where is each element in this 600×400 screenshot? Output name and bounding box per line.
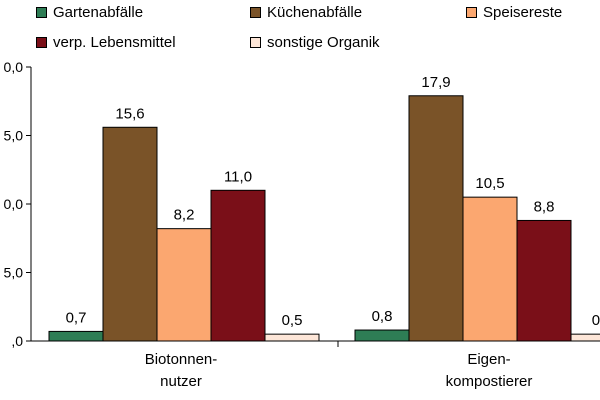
legend-swatch (250, 7, 261, 18)
legend-item: sonstige Organik (250, 34, 380, 51)
legend-item: Speisereste (466, 4, 562, 21)
y-tick-label: 5,0 (4, 128, 24, 144)
category-label: Biotonnen- (145, 351, 218, 368)
data-label: 11,0 (224, 168, 252, 185)
data-label: 0,8 (372, 308, 393, 325)
data-label: 8,8 (534, 198, 555, 215)
legend-swatch (36, 37, 47, 48)
legend-label: Küchenabfälle (267, 4, 363, 21)
legend-swatch (466, 7, 477, 18)
data-label: 15,6 (115, 105, 144, 122)
legend-label: Gartenabfälle (53, 4, 144, 21)
y-tick-label: 5,0 (4, 265, 24, 281)
legend-label: Speisereste (483, 4, 563, 21)
data-label: 0,7 (66, 309, 87, 326)
category-label: nutzer (160, 373, 202, 390)
legend-item: Küchenabfälle (250, 4, 362, 21)
category-label: kompostierer (446, 373, 533, 390)
bar-gartenabfälle-0 (48, 330, 104, 342)
legend: Gartenabfälle Küchenabfälle Speisereste ver… (0, 4, 600, 62)
bar-küchenabfälle-0 (102, 126, 158, 342)
legend-swatch (36, 7, 47, 18)
legend-item: Gartenabfälle (36, 4, 143, 21)
legend-label: verp. Lebensmittel (53, 34, 176, 51)
legend-item: verp. Lebensmittel (36, 34, 176, 51)
data-label: 8,2 (174, 207, 195, 224)
bar-speisereste-1 (462, 196, 518, 342)
data-label: 0, (592, 312, 600, 329)
bar-gartenabfälle-1 (354, 329, 410, 342)
data-label: 10,5 (475, 175, 504, 192)
legend-swatch (250, 37, 261, 48)
bar-sonstige-organik-0 (264, 333, 320, 342)
legend-label: sonstige Organik (267, 34, 380, 51)
bar-verp-lebensmittel-0 (210, 189, 266, 342)
y-tick-label: 0,0 (4, 59, 24, 75)
bar-verp-lebensmittel-1 (516, 219, 572, 342)
y-tick-label: 0,0 (4, 196, 24, 212)
bar-küchenabfälle-1 (408, 95, 464, 342)
category-label: Eigen- (467, 351, 510, 368)
bar-speisereste-0 (156, 228, 212, 342)
bar-sonstige-organik-1 (570, 333, 600, 342)
data-label: 17,9 (421, 74, 450, 91)
data-label: 0,5 (282, 312, 303, 329)
y-tick-label: ,0 (11, 333, 23, 349)
